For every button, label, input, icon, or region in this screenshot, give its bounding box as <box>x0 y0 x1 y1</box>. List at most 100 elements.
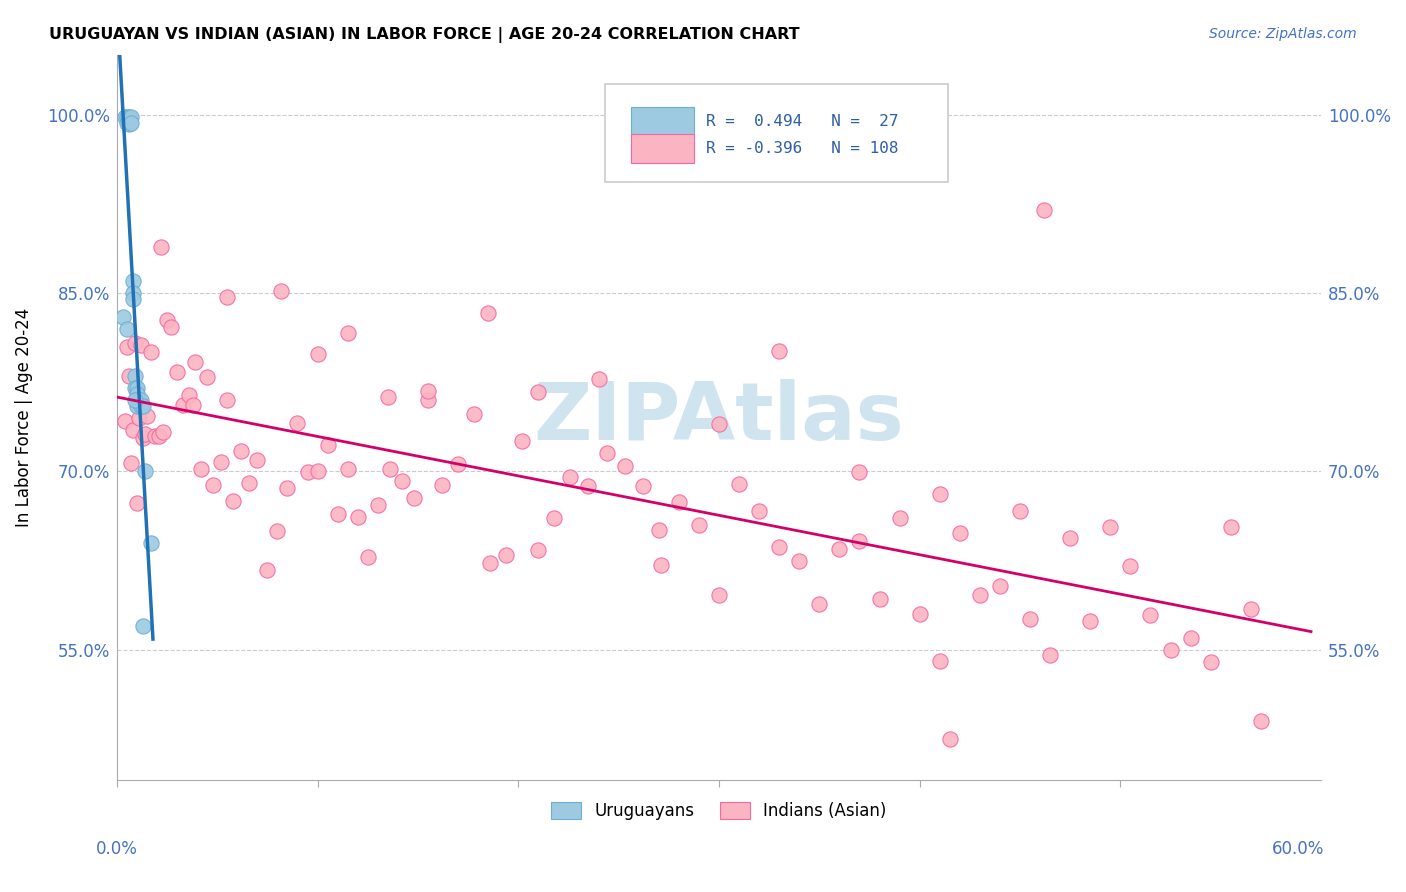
Point <box>595 446 617 460</box>
Text: URUGUAYAN VS INDIAN (ASIAN) IN LABOR FORCE | AGE 20-24 CORRELATION CHART: URUGUAYAN VS INDIAN (ASIAN) IN LABOR FOR… <box>49 27 800 43</box>
Y-axis label: In Labor Force | Age 20-24: In Labor Force | Age 20-24 <box>15 308 32 527</box>
Point <box>588 372 610 386</box>
Point <box>1033 202 1056 217</box>
Legend: Uruguayans, Indians (Asian): Uruguayans, Indians (Asian) <box>544 795 893 826</box>
Point <box>202 478 225 492</box>
Point <box>190 461 212 475</box>
Point <box>650 558 672 573</box>
Point <box>114 414 136 428</box>
Point <box>129 392 152 407</box>
Point <box>707 417 730 431</box>
Point <box>1219 520 1241 534</box>
Point <box>416 384 439 399</box>
Point <box>156 313 179 327</box>
Point <box>1008 504 1031 518</box>
Point <box>217 393 239 408</box>
Point <box>527 384 550 399</box>
Point <box>307 464 329 478</box>
Point <box>217 290 239 304</box>
Point <box>231 443 253 458</box>
Point <box>287 416 309 430</box>
Point <box>728 476 751 491</box>
Point <box>928 486 950 500</box>
Point <box>808 597 831 611</box>
Point <box>132 619 155 633</box>
Point <box>578 479 600 493</box>
Point <box>256 563 278 577</box>
Point <box>120 110 142 124</box>
Point <box>336 326 359 341</box>
Point <box>139 345 162 359</box>
Point <box>928 654 950 668</box>
Point <box>391 474 413 488</box>
Point <box>132 399 155 413</box>
Point <box>115 321 138 335</box>
Text: 0.0%: 0.0% <box>96 840 138 858</box>
Point <box>848 465 870 479</box>
Point <box>125 496 148 510</box>
Point <box>768 344 790 359</box>
Point <box>463 407 485 421</box>
Point <box>1139 608 1161 623</box>
FancyBboxPatch shape <box>631 134 693 163</box>
Point <box>118 113 141 128</box>
Point <box>150 240 173 254</box>
Point <box>1250 714 1272 728</box>
Point <box>124 336 146 351</box>
Point <box>297 466 319 480</box>
Point <box>177 388 200 402</box>
Point <box>111 310 134 324</box>
Point <box>377 391 399 405</box>
Point <box>1199 655 1222 669</box>
Point <box>949 525 972 540</box>
Point <box>1019 612 1042 626</box>
Point <box>115 110 138 124</box>
Point <box>560 469 582 483</box>
Point <box>613 458 636 473</box>
Point <box>828 541 851 556</box>
Point <box>939 731 962 746</box>
Point <box>1119 559 1142 574</box>
Point <box>114 110 136 124</box>
Point <box>115 339 138 353</box>
Point <box>402 491 425 505</box>
Point <box>495 548 517 562</box>
Point <box>118 110 141 124</box>
Point <box>172 398 194 412</box>
Point <box>1391 731 1406 746</box>
Text: Source: ZipAtlas.com: Source: ZipAtlas.com <box>1209 27 1357 41</box>
Point <box>120 456 142 470</box>
Point <box>122 285 145 300</box>
Point <box>367 498 389 512</box>
Point <box>969 588 991 602</box>
Point <box>129 399 152 413</box>
Point <box>648 523 671 537</box>
Point <box>148 429 170 443</box>
Point <box>988 579 1011 593</box>
Point <box>118 369 141 384</box>
Point <box>527 542 550 557</box>
Text: R =  0.494   N =  27: R = 0.494 N = 27 <box>706 114 898 129</box>
Text: R = -0.396   N = 108: R = -0.396 N = 108 <box>706 141 898 156</box>
Point <box>510 434 533 449</box>
Point <box>238 476 260 491</box>
Point <box>122 292 145 306</box>
Point <box>768 540 790 554</box>
FancyBboxPatch shape <box>631 107 693 136</box>
Point <box>122 274 145 288</box>
Point <box>326 507 349 521</box>
Point <box>128 410 150 425</box>
Point <box>166 365 188 379</box>
Point <box>125 387 148 401</box>
Point <box>134 427 156 442</box>
Point <box>122 423 145 437</box>
Point <box>447 457 470 471</box>
Point <box>134 464 156 478</box>
Point <box>336 462 359 476</box>
Point <box>1059 531 1081 545</box>
Text: 60.0%: 60.0% <box>1272 840 1324 858</box>
Point <box>316 438 339 452</box>
Point <box>1240 602 1263 616</box>
Point <box>139 535 162 549</box>
Point <box>209 455 232 469</box>
